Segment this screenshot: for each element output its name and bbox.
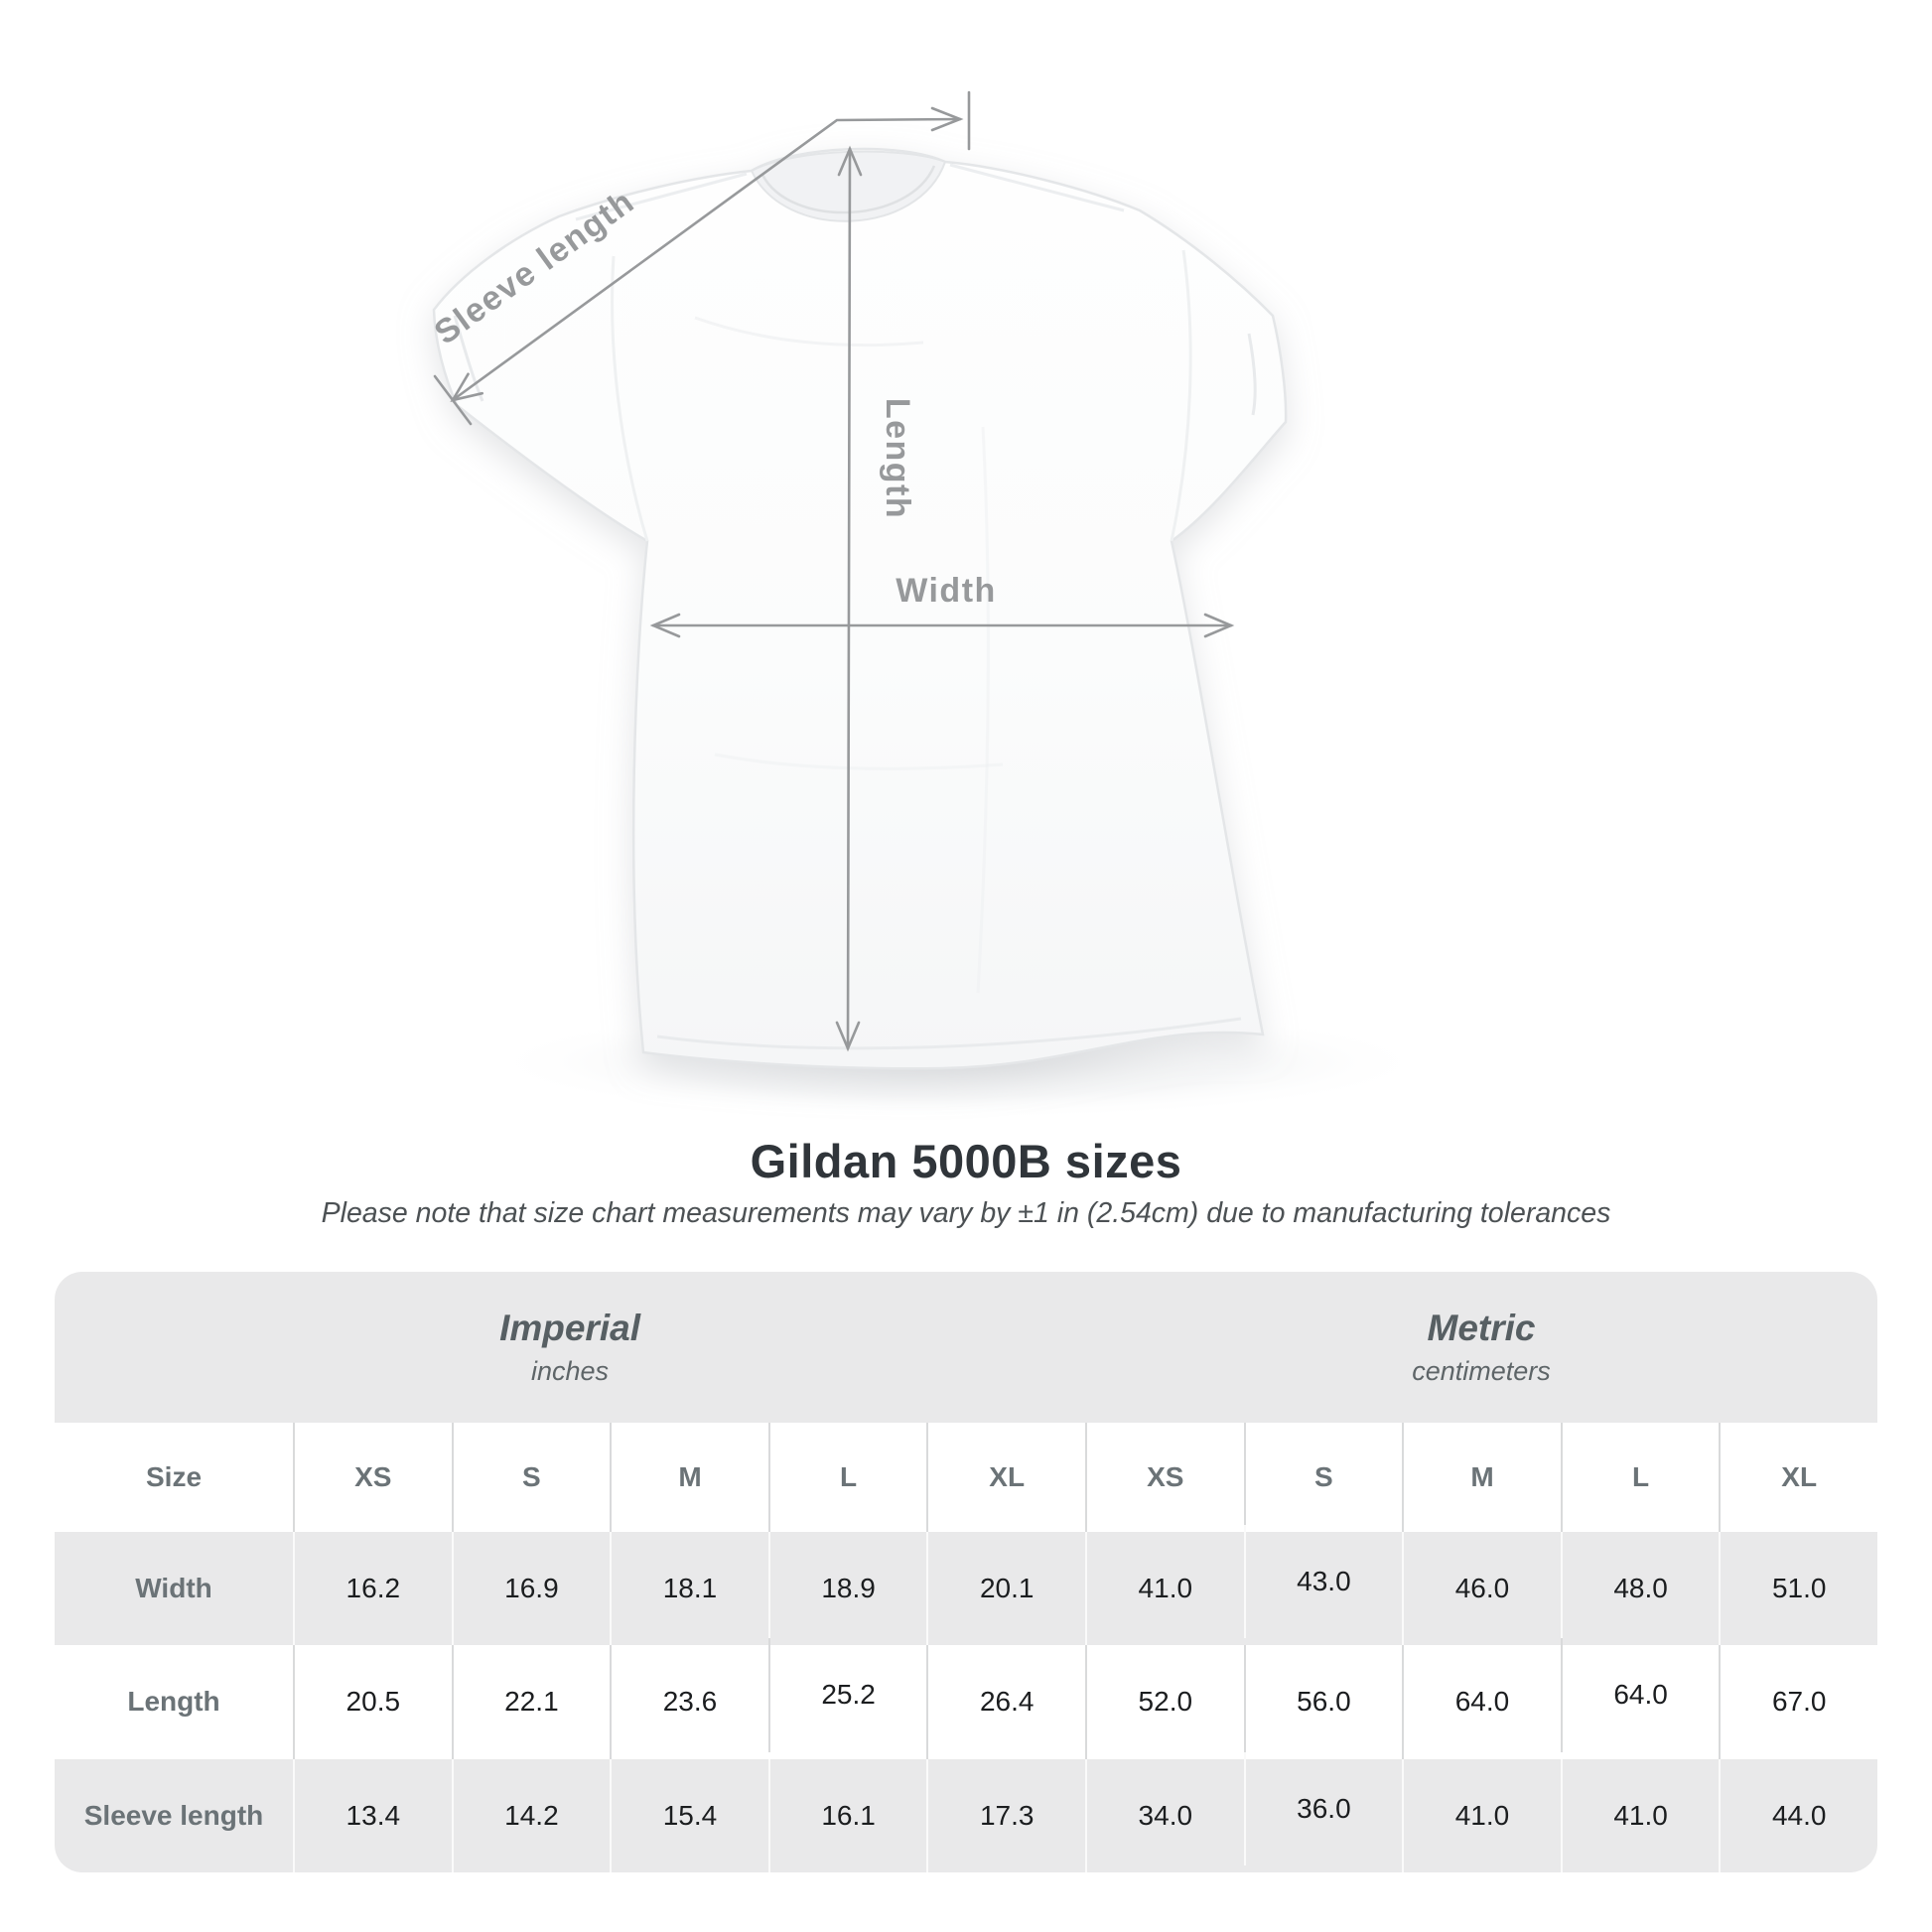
value-cell: 23.6	[610, 1645, 768, 1759]
value-cell: 16.2	[293, 1532, 452, 1646]
value-cell: 15.4	[610, 1758, 768, 1872]
metric-label: Metric	[1427, 1308, 1536, 1348]
value-cell: 44.0	[1719, 1758, 1877, 1872]
value-cell: 56.0	[1243, 1645, 1403, 1759]
value-cell: 48.0	[1560, 1532, 1720, 1646]
value-cell: 22.1	[451, 1645, 611, 1759]
metric-group-header: Metric centimeters	[1085, 1272, 1877, 1423]
size-header: Size	[145, 1461, 203, 1492]
column-header-imperial-s: S	[451, 1423, 611, 1532]
fabric-details	[453, 163, 1257, 1050]
value-cell: 51.0	[1719, 1532, 1877, 1646]
value-cell: 16.1	[767, 1758, 927, 1872]
arrowhead-icon	[835, 1021, 861, 1052]
sleeve-length-dimension	[433, 90, 971, 426]
value-cell: 41.0	[1085, 1532, 1244, 1646]
value-cell: 20.5	[293, 1645, 452, 1759]
column-header-metric-s: S	[1243, 1423, 1403, 1532]
length-dimension	[835, 145, 863, 1052]
value-cell: 18.1	[610, 1532, 768, 1646]
arrowhead-icon	[930, 106, 964, 132]
imperial-label: Imperial	[499, 1308, 640, 1348]
sleeve-length-line	[451, 117, 962, 402]
length-label: Length	[879, 398, 916, 519]
table-row-sleeve-length: Sleeve length 13.4 14.2 15.4 16.1 17.3 3…	[55, 1751, 1877, 1872]
table-row-length: Length 20.5 22.1 23.6 25.2 26.4 52.0 56.…	[55, 1638, 1877, 1759]
value-cell: 20.1	[926, 1532, 1085, 1646]
value-cell: 41.0	[1402, 1758, 1561, 1872]
column-header-imperial-l: L	[767, 1423, 927, 1532]
value-cell: 18.9	[767, 1532, 927, 1646]
value-cell: 34.0	[1085, 1758, 1244, 1872]
value-cell: 25.2	[767, 1638, 927, 1752]
tshirt-body	[432, 147, 1288, 1070]
column-header-metric-xl: XL	[1719, 1423, 1877, 1532]
arrowhead-icon	[837, 145, 863, 177]
row-label: Length	[127, 1686, 220, 1718]
value-cell: 16.9	[451, 1532, 611, 1646]
tshirt-figure: Sleeve length Length Width	[428, 90, 1435, 1120]
value-cell: 64.0	[1402, 1645, 1561, 1759]
size-header-row: Size XS S M L XL XS S M L XL	[55, 1423, 1877, 1532]
column-header-metric-m: M	[1402, 1423, 1561, 1532]
width-label: Width	[896, 572, 997, 610]
size-table: Imperial inches Metric centimeters Size …	[55, 1272, 1877, 1872]
value-cell: 43.0	[1243, 1525, 1403, 1639]
imperial-group-header: Imperial inches	[55, 1272, 1085, 1423]
value-cell: 52.0	[1085, 1645, 1244, 1759]
row-label: Sleeve length	[83, 1799, 264, 1831]
column-header-imperial-m: M	[610, 1423, 768, 1532]
imperial-unit-label: inches	[531, 1356, 610, 1386]
arrowhead-icon	[1203, 613, 1235, 638]
arrowhead-icon	[450, 372, 484, 402]
column-header-imperial-xs: XS	[293, 1423, 452, 1532]
value-cell: 36.0	[1243, 1751, 1403, 1865]
value-cell: 64.0	[1560, 1638, 1720, 1752]
page-title: Gildan 5000B sizes	[750, 1135, 1182, 1187]
collar	[750, 150, 947, 222]
column-header-imperial-xl: XL	[926, 1423, 1085, 1532]
table-row-width: Width 16.2 16.9 18.1 18.9 20.1 41.0 43.0…	[55, 1525, 1877, 1646]
value-cell: 41.0	[1560, 1758, 1720, 1872]
row-label: Width	[135, 1573, 212, 1604]
value-cell: 67.0	[1719, 1645, 1877, 1759]
length-line	[846, 147, 852, 1050]
column-header-metric-l: L	[1560, 1423, 1720, 1532]
arrowhead-icon	[649, 613, 681, 638]
column-header-metric-xs: XS	[1085, 1423, 1244, 1532]
metric-unit-label: centimeters	[1412, 1356, 1551, 1386]
value-cell: 14.2	[451, 1758, 611, 1872]
width-dimension	[649, 613, 1235, 638]
value-cell: 13.4	[293, 1758, 452, 1872]
value-cell: 17.3	[926, 1758, 1085, 1872]
value-cell: 46.0	[1402, 1532, 1561, 1646]
value-cell: 26.4	[926, 1645, 1085, 1759]
unit-group-header: Imperial inches Metric centimeters	[55, 1272, 1877, 1423]
size-disclaimer: Please note that size chart measurements…	[321, 1197, 1611, 1229]
